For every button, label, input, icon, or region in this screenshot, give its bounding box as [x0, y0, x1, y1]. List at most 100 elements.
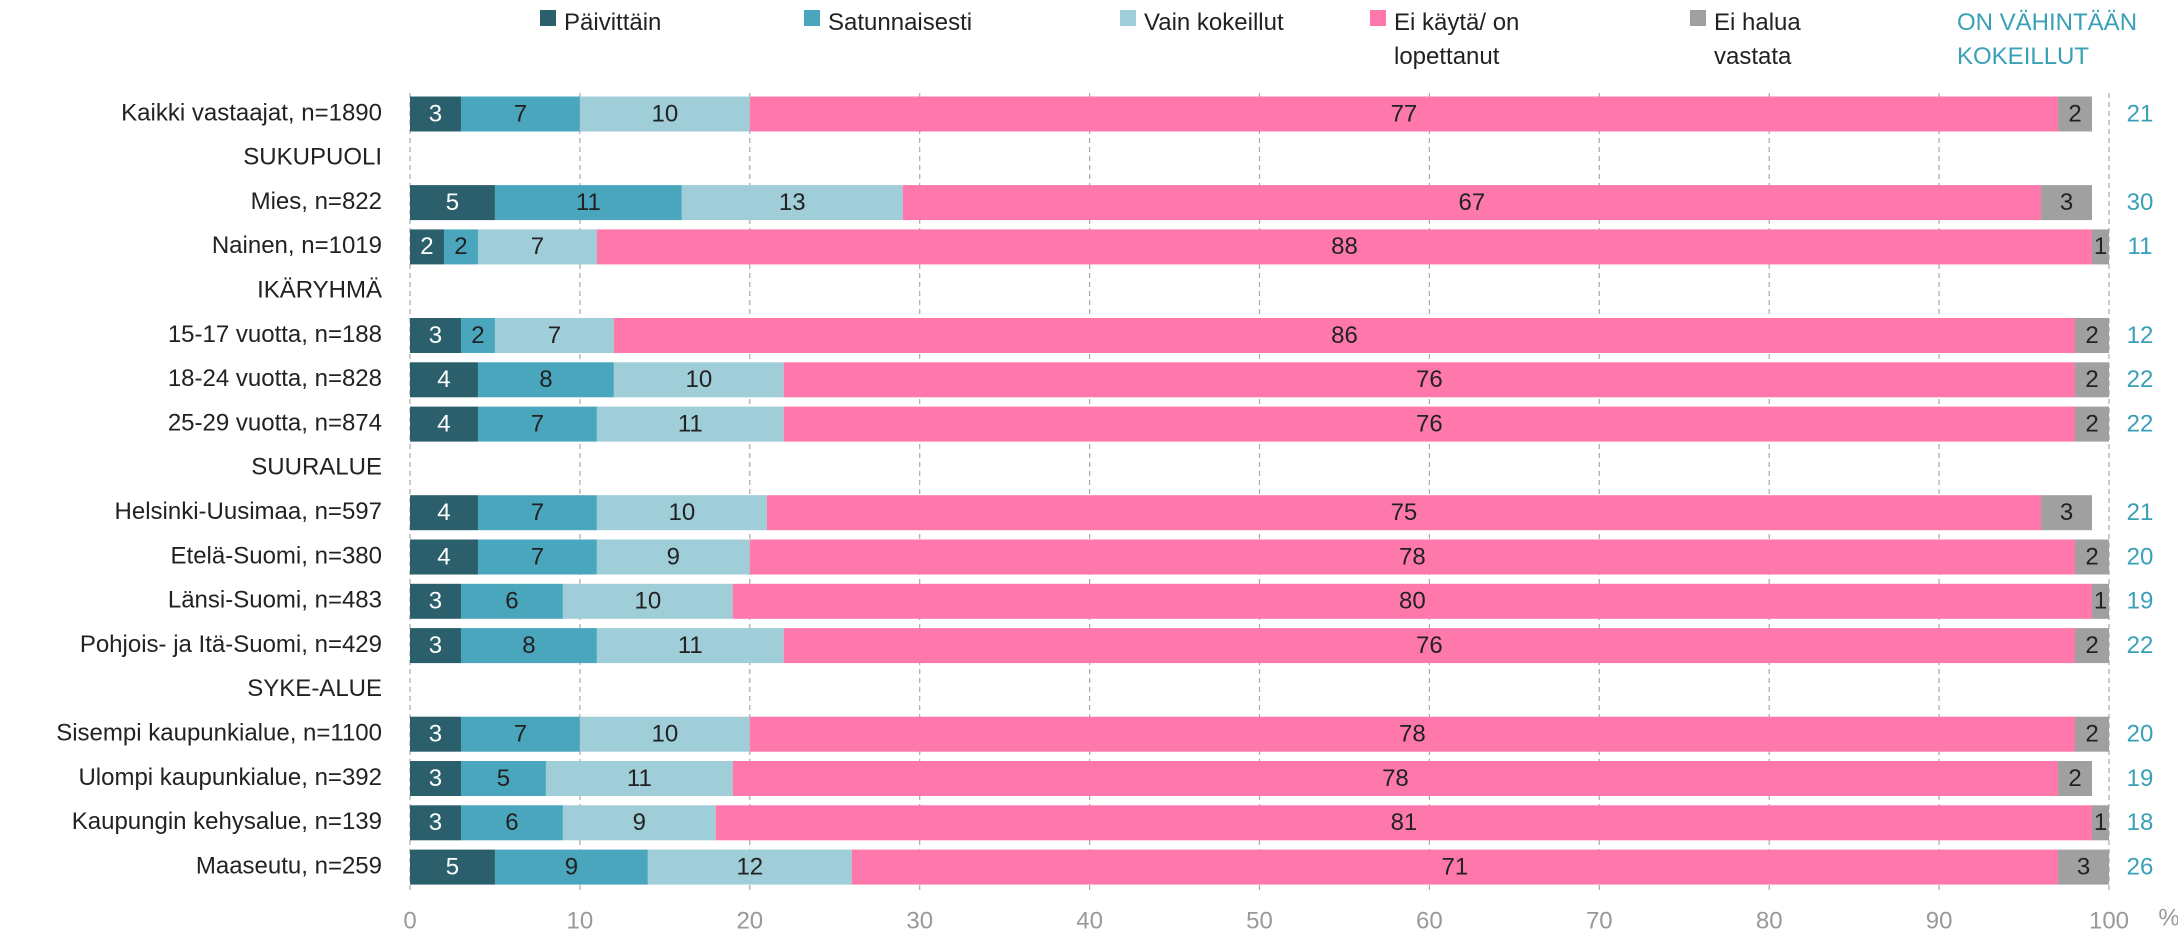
data-label: 13	[779, 189, 806, 216]
data-label: 6	[505, 588, 518, 615]
x-tick-label: 40	[1076, 907, 1103, 934]
legend-swatch	[1120, 10, 1136, 26]
y-tick-label: Maaseutu, n=259	[196, 852, 382, 879]
bar-segment	[2075, 318, 2109, 353]
data-label: 4	[437, 366, 450, 393]
bar-segment	[460, 318, 495, 353]
total-label: 20	[2127, 721, 2154, 748]
total-label: 19	[2127, 588, 2154, 615]
bar-segment	[477, 229, 597, 265]
data-label: 2	[2085, 366, 2098, 393]
data-label: 3	[429, 100, 442, 127]
bar-segment	[410, 362, 478, 398]
bar-segment	[410, 849, 495, 885]
bar-segment	[715, 805, 2093, 841]
data-label: 12	[736, 853, 763, 880]
bar-segment	[477, 495, 597, 531]
y-tick-label: SYKE-ALUE	[247, 675, 382, 702]
bar-segment	[545, 761, 733, 796]
x-tick-label: 90	[1926, 907, 1953, 934]
data-label: 78	[1399, 721, 1426, 748]
x-unit: %	[2158, 904, 2178, 931]
y-tick-label: Länsi-Suomi, n=483	[168, 587, 382, 614]
data-label: 9	[565, 853, 578, 880]
data-label: 11	[576, 189, 601, 216]
data-label: 5	[446, 189, 459, 216]
bar-segment	[2075, 539, 2109, 575]
bar-segment	[460, 716, 580, 752]
data-label: 11	[678, 632, 703, 659]
bar-segment	[477, 539, 597, 575]
legend-swatch	[1370, 10, 1386, 26]
x-tick-label: 10	[567, 907, 594, 934]
data-label: 76	[1416, 366, 1443, 393]
legend-label: Ei käytä/ on lopettanut	[1394, 9, 1520, 70]
x-tick-label: 0	[403, 907, 416, 934]
bar-segment	[2075, 716, 2109, 752]
bar-segment	[681, 185, 903, 221]
data-label: 10	[668, 499, 695, 526]
x-tick-label: 50	[1246, 907, 1273, 934]
bar-segment	[477, 406, 597, 442]
data-label: 3	[2077, 853, 2090, 880]
bar-segment	[410, 761, 461, 796]
bar-segment	[766, 495, 2042, 531]
bar-segment	[732, 761, 2059, 796]
data-label: 10	[651, 721, 678, 748]
bar-segment	[2075, 628, 2109, 664]
data-label: 76	[1416, 410, 1443, 437]
total-label: 22	[2127, 366, 2154, 393]
data-label: 67	[1459, 189, 1486, 216]
data-label: 88	[1331, 233, 1358, 260]
x-tick-label: 80	[1756, 907, 1783, 934]
data-label: 9	[633, 809, 646, 836]
y-tick-label: SUKUPUOLI	[243, 144, 382, 171]
legend-label: Päivittäin	[564, 9, 662, 36]
data-label: 1	[2094, 233, 2107, 260]
data-label: 2	[2085, 543, 2098, 570]
bar-segment	[460, 761, 546, 796]
bar-segment	[902, 185, 2042, 221]
bar-segment	[783, 628, 2076, 664]
data-label: 8	[539, 366, 552, 393]
bar-segment	[647, 849, 852, 885]
bar-segment	[596, 539, 750, 575]
y-tick-label: 25-29 vuotta, n=874	[168, 409, 382, 436]
total-label: 22	[2127, 410, 2154, 437]
bar-segment	[749, 96, 2059, 132]
bar-segment	[562, 583, 733, 619]
y-tick-label: IKÄRYHMÄ	[257, 277, 382, 304]
data-label: 10	[651, 100, 678, 127]
bar-segment	[2041, 495, 2093, 531]
bar-segment	[579, 96, 750, 132]
bar-segment	[494, 185, 682, 221]
bar-segment	[443, 229, 478, 265]
data-label: 80	[1399, 588, 1426, 615]
legend-label: Satunnaisesti	[828, 9, 973, 36]
y-tick-label: Etelä-Suomi, n=380	[171, 542, 382, 569]
data-label: 8	[522, 632, 535, 659]
bar-segment	[477, 362, 614, 398]
bar-segment	[410, 628, 461, 664]
bar-segment	[410, 185, 495, 221]
data-label: 7	[514, 100, 527, 127]
data-label: 2	[420, 233, 433, 260]
bar-segment	[2075, 406, 2109, 442]
data-label: 81	[1391, 809, 1418, 836]
total-label: 21	[2127, 100, 2154, 127]
data-label: 7	[548, 322, 561, 349]
data-label: 3	[429, 765, 442, 792]
data-label: 2	[454, 233, 467, 260]
data-label: 7	[531, 543, 544, 570]
bar-segment	[2092, 229, 2109, 265]
total-label: 12	[2127, 322, 2154, 349]
bar-segment	[410, 318, 461, 353]
data-label: 7	[531, 410, 544, 437]
data-label: 3	[429, 809, 442, 836]
data-label: 2	[2068, 765, 2081, 792]
bar-segment	[410, 716, 461, 752]
bar-segment	[410, 583, 461, 619]
data-label: 10	[685, 366, 712, 393]
